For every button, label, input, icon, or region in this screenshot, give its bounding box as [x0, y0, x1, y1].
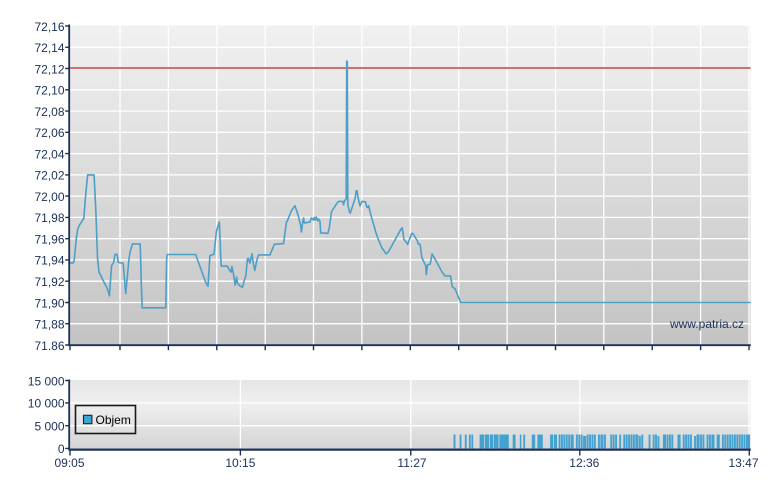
svg-text:09:05: 09:05	[54, 456, 84, 470]
svg-text:15 000: 15 000	[28, 374, 65, 388]
svg-text:5 000: 5 000	[34, 420, 64, 434]
svg-text:71,90: 71,90	[34, 296, 64, 310]
svg-text:72,14: 72,14	[34, 41, 64, 55]
svg-text:72,10: 72,10	[34, 84, 64, 98]
svg-text:72,00: 72,00	[34, 190, 64, 204]
svg-text:72,08: 72,08	[34, 105, 64, 119]
svg-text:72,06: 72,06	[34, 126, 64, 140]
svg-text:71,98: 71,98	[34, 211, 64, 225]
svg-text:72,16: 72,16	[34, 20, 64, 34]
svg-text:72,02: 72,02	[34, 169, 64, 183]
svg-text:10 000: 10 000	[28, 397, 65, 411]
svg-text:71,88: 71,88	[34, 318, 64, 332]
svg-text:Objem: Objem	[96, 413, 131, 427]
svg-text:www.patria.cz: www.patria.cz	[669, 317, 744, 331]
svg-text:72,04: 72,04	[34, 147, 64, 161]
svg-text:11:27: 11:27	[397, 456, 426, 470]
svg-text:71,94: 71,94	[34, 254, 64, 268]
svg-text:71.86: 71.86	[34, 339, 64, 353]
svg-text:71,92: 71,92	[34, 275, 64, 289]
svg-text:0: 0	[58, 442, 65, 456]
svg-text:10:15: 10:15	[225, 456, 255, 470]
svg-text:71,96: 71,96	[34, 233, 64, 247]
svg-text:13:47: 13:47	[728, 456, 758, 470]
svg-text:72,12: 72,12	[34, 62, 64, 76]
svg-text:12:36: 12:36	[569, 456, 599, 470]
